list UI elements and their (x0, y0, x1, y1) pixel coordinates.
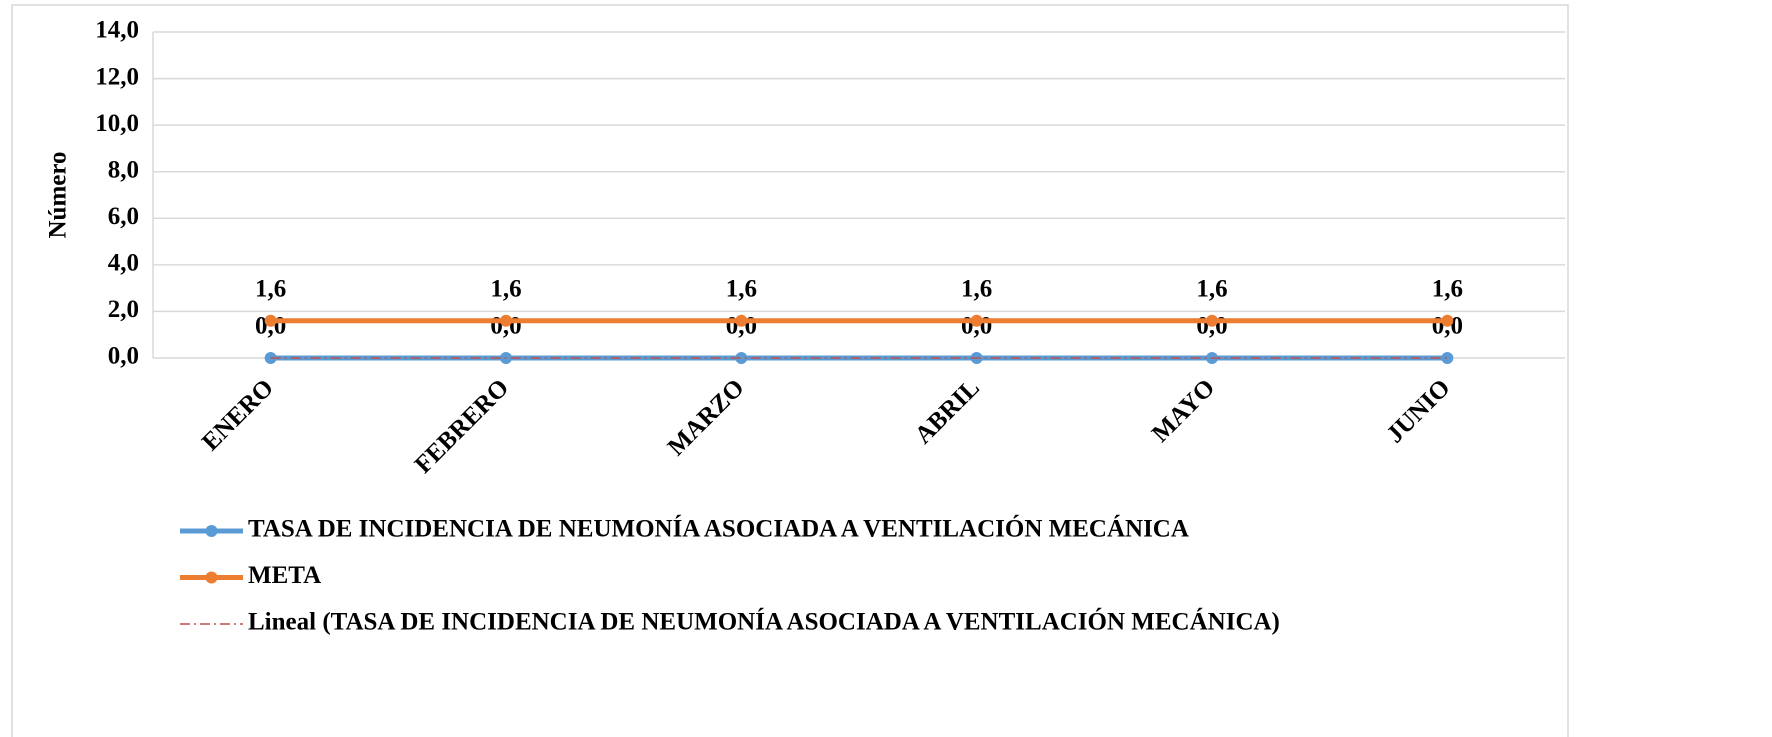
data-point (264, 314, 277, 327)
x-tick-label: JUNIO (1382, 374, 1456, 448)
legend-label: Lineal (TASA DE INCIDENCIA DE NEUMONÍA A… (248, 608, 1280, 636)
data-point (735, 314, 748, 327)
data-point (1441, 352, 1454, 364)
data-point (500, 314, 512, 327)
y-tick-label: 0,0 (108, 343, 139, 370)
y-tick-label: 2,0 (108, 296, 139, 323)
data-point (970, 314, 983, 327)
legend-marker (205, 525, 218, 537)
x-tick-label: FEBRERO (410, 374, 515, 479)
x-tick-label: ENERO (197, 374, 279, 456)
data-label: 1,6 (726, 275, 757, 302)
y-axis-label: Número (45, 151, 72, 238)
legend-label: TASA DE INCIDENCIA DE NEUMONÍA ASOCIADA … (248, 515, 1189, 543)
data-point (735, 352, 748, 364)
data-point (1441, 314, 1454, 327)
data-point (1206, 314, 1218, 327)
y-tick-label: 10,0 (95, 110, 139, 137)
data-label: 1,6 (255, 275, 286, 302)
data-label: 1,6 (1196, 275, 1227, 302)
x-tick-label: MAYO (1147, 374, 1220, 447)
y-tick-label: 6,0 (108, 203, 139, 230)
y-tick-label: 14,0 (95, 17, 139, 44)
y-tick-label: 4,0 (108, 250, 139, 277)
x-tick-label: ABRIL (910, 374, 985, 449)
legend-marker (205, 571, 218, 584)
chart-border (11, 4, 1569, 737)
legend-label: META (248, 562, 321, 589)
data-label: 1,6 (1432, 275, 1463, 302)
data-label: 1,6 (490, 275, 521, 302)
y-tick-label: 12,0 (95, 63, 139, 90)
y-tick-label: 8,0 (108, 156, 139, 183)
x-tick-label: MARZO (663, 374, 750, 461)
data-label: 1,6 (961, 275, 992, 302)
